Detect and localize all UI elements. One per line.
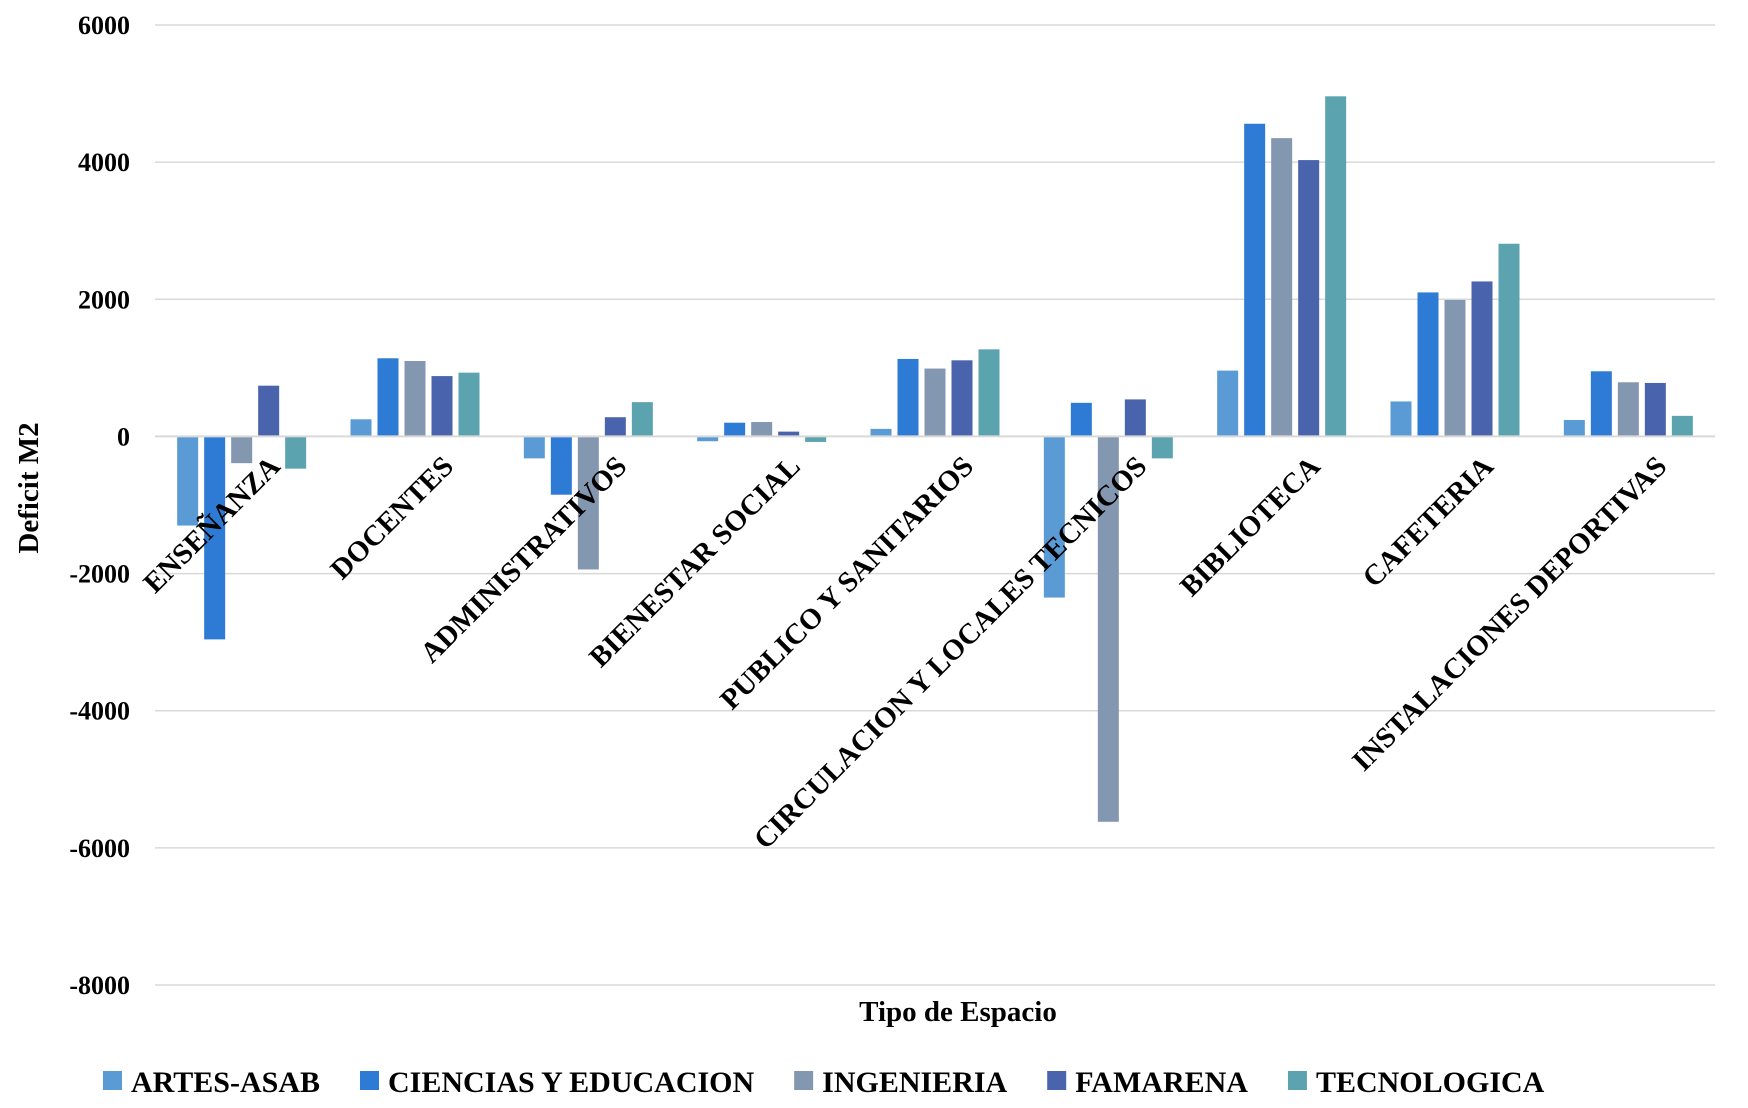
bar (924, 368, 946, 437)
y-tick-label: 4000 (78, 148, 130, 177)
bar (1390, 401, 1412, 437)
bar (1444, 299, 1466, 437)
bar (231, 436, 253, 464)
bar (1217, 370, 1239, 437)
bar (978, 349, 1000, 437)
bar (1644, 382, 1666, 437)
bar (1671, 415, 1693, 437)
legend: ARTES-ASAB CIENCIAS Y EDUCACION INGENIERIA… (103, 1066, 1545, 1099)
bar (377, 358, 399, 437)
legend-label: ARTES-ASAB (131, 1066, 320, 1099)
category-label: CAFETERIA (1357, 450, 1500, 593)
bar (697, 436, 719, 442)
y-tick-label: -8000 (69, 971, 130, 1000)
bar (751, 422, 773, 437)
bar (177, 436, 199, 526)
bar (550, 436, 572, 495)
bar (870, 428, 892, 437)
y-axis-ticks: 6000 4000 2000 0 -2000 -4000 -6000 -8000 (69, 11, 130, 1000)
category-label: BIBLIOTECA (1174, 450, 1327, 603)
bar (951, 360, 973, 437)
bar (431, 376, 453, 437)
bar (1617, 382, 1639, 437)
bar (1043, 436, 1065, 598)
category-labels: ENSEÑANZA DOCENTESADMINISTRATIVOSBIENESTA… (137, 450, 1673, 856)
bar (204, 436, 226, 640)
legend-swatch (1287, 1071, 1307, 1090)
bar (1271, 138, 1293, 437)
bars (177, 96, 1693, 822)
category-label: INSTALACIONES DEPORTIVAS (1346, 450, 1673, 777)
legend-swatch (103, 1071, 122, 1090)
bar (1498, 243, 1520, 437)
bar (631, 402, 653, 437)
bar (1070, 402, 1092, 437)
bar (1590, 371, 1612, 437)
y-tick-label: -2000 (69, 560, 130, 589)
bar (604, 417, 626, 437)
gridlines (155, 24, 1715, 986)
bar (1417, 292, 1439, 437)
bar (285, 436, 307, 469)
y-axis-title: Deficit M2 (13, 422, 45, 553)
legend-label: CIENCIAS Y EDUCACION (388, 1066, 754, 1099)
bar (577, 436, 599, 570)
category-label: CIRCULACION Y LOCALES TECNICOS (748, 450, 1153, 855)
bar (1151, 436, 1173, 459)
legend-swatch (360, 1071, 379, 1090)
legend-label: INGENIERIA (822, 1066, 1007, 1099)
bar (778, 431, 800, 437)
y-tick-label: 0 (117, 422, 130, 451)
bar (805, 436, 827, 442)
bar (458, 372, 480, 437)
legend-label: FAMARENA (1075, 1066, 1248, 1099)
bar (523, 436, 545, 459)
y-tick-label: 2000 (78, 285, 130, 314)
bar (1563, 419, 1585, 437)
bar (1298, 160, 1320, 437)
category-label: DOCENTES (325, 450, 460, 585)
bar (1124, 399, 1146, 437)
bar (1325, 96, 1347, 437)
bar (1244, 123, 1266, 437)
y-tick-label: 6000 (78, 11, 130, 40)
bar (350, 419, 372, 437)
legend-swatch (794, 1071, 814, 1090)
y-tick-label: -4000 (69, 697, 130, 726)
bar (258, 385, 280, 437)
legend-swatch (1047, 1071, 1067, 1090)
bar (724, 422, 746, 437)
y-tick-label: -6000 (69, 834, 130, 863)
bar (404, 361, 426, 437)
legend-label: TECNOLOGICA (1316, 1066, 1545, 1099)
bar (1097, 436, 1119, 822)
x-axis-title: Tipo de Espacio (859, 996, 1057, 1028)
bar (1471, 281, 1493, 437)
bar (897, 358, 919, 437)
